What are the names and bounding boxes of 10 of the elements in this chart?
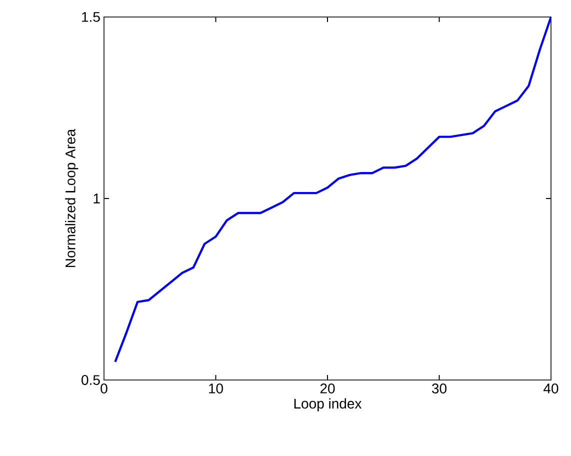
x-tick-label: 30 bbox=[432, 384, 446, 394]
y-axis-title: Normalized Loop Area bbox=[65, 128, 78, 268]
y-tick-label: 1.5 bbox=[82, 12, 100, 22]
x-tick-label: 20 bbox=[320, 384, 335, 394]
x-axis-title: Loop index bbox=[294, 398, 362, 412]
y-tick-label: 1 bbox=[94, 194, 100, 204]
x-tick-label: 40 bbox=[544, 384, 558, 394]
x-tick-label: 10 bbox=[209, 384, 223, 394]
y-tick-label: 0.5 bbox=[82, 375, 100, 385]
x-tick-label: 0 bbox=[100, 384, 108, 394]
